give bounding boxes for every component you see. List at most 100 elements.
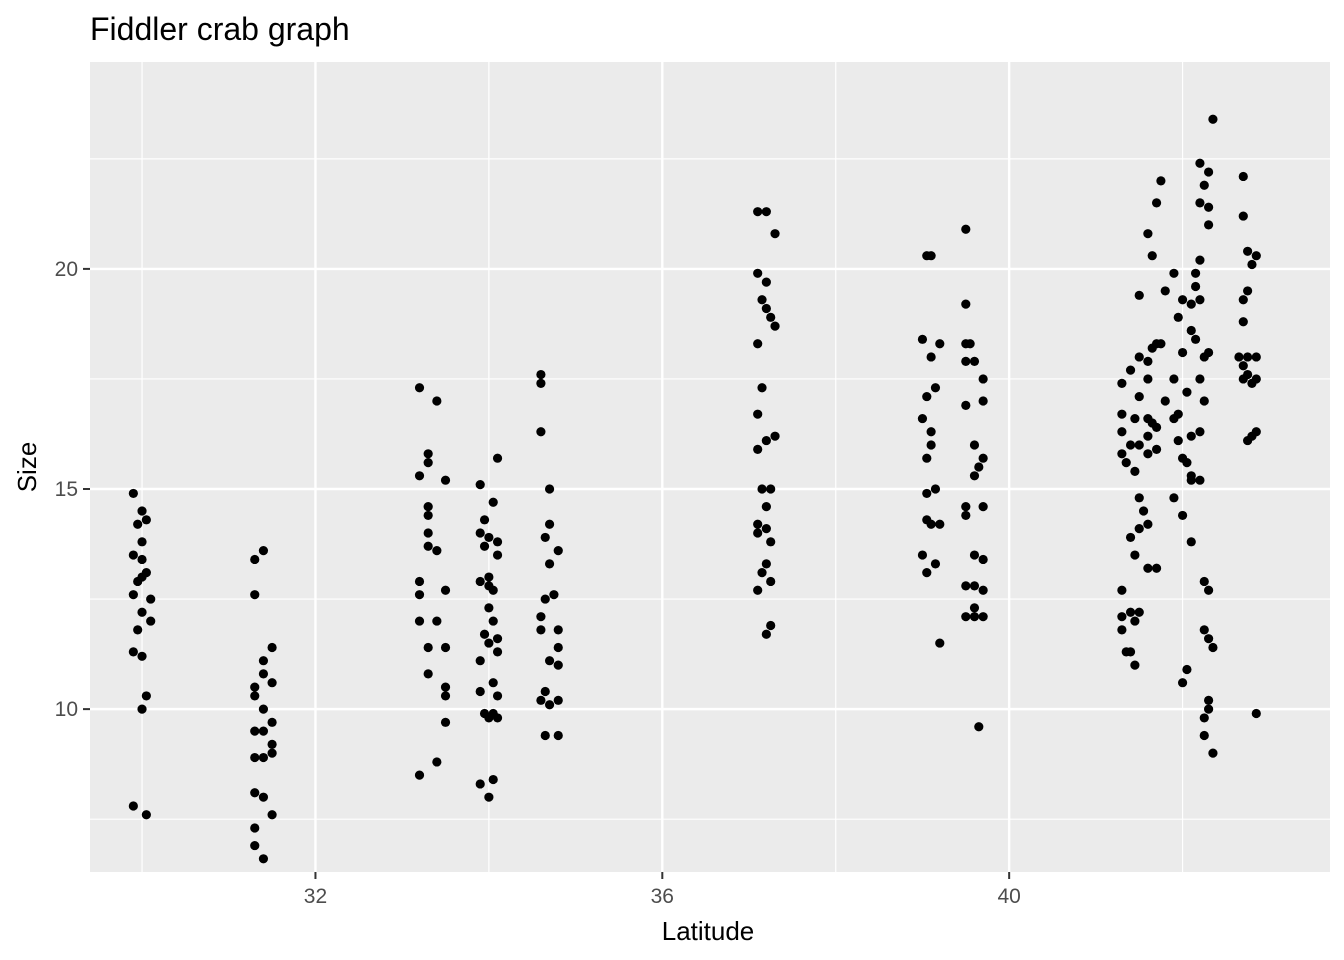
data-point: [250, 752, 260, 763]
data-point: [761, 629, 771, 639]
data-point: [475, 779, 485, 789]
data-point: [414, 383, 425, 393]
data-point: [414, 770, 425, 780]
data-point: [133, 519, 143, 529]
data-point: [1234, 352, 1244, 362]
x-tick-label: 40: [997, 885, 1020, 908]
data-point: [961, 612, 971, 622]
data-point: [258, 546, 269, 556]
data-point: [267, 717, 277, 727]
data-point: [922, 251, 932, 261]
data-point: [414, 590, 425, 600]
data-point: [1247, 378, 1257, 388]
data-point: [414, 576, 425, 587]
data-point: [766, 620, 776, 631]
data-point: [440, 682, 451, 692]
data-point: [917, 550, 928, 560]
data-point: [1130, 413, 1140, 424]
data-point: [492, 453, 503, 463]
data-point: [1251, 251, 1261, 261]
data-point: [969, 612, 980, 622]
data-point: [414, 616, 425, 626]
data-point: [484, 532, 494, 543]
data-point: [1199, 730, 1209, 741]
data-point: [1143, 449, 1153, 459]
data-point: [137, 554, 147, 565]
data-point: [488, 497, 498, 507]
data-point: [1156, 339, 1166, 349]
data-point: [770, 321, 780, 331]
data-point: [930, 559, 941, 569]
data-point: [1134, 607, 1144, 617]
data-point: [969, 603, 980, 613]
data-point: [1134, 352, 1144, 362]
data-point: [1117, 449, 1127, 459]
data-point: [250, 682, 260, 692]
data-point: [432, 616, 442, 626]
data-point: [1117, 409, 1127, 419]
data-point: [1243, 352, 1253, 362]
data-point: [917, 334, 928, 344]
data-point: [540, 686, 550, 697]
data-point: [1169, 413, 1179, 424]
data-point: [146, 594, 156, 604]
data-point: [423, 510, 433, 521]
data-point: [137, 607, 147, 617]
data-point: [1204, 220, 1214, 230]
data-point: [935, 638, 945, 648]
data-point: [761, 277, 771, 287]
data-point: [1125, 532, 1136, 543]
data-point: [250, 554, 260, 565]
data-point: [1199, 396, 1209, 406]
data-point: [1147, 343, 1157, 353]
data-point: [1151, 444, 1162, 454]
data-point: [1199, 625, 1209, 635]
data-point: [1186, 471, 1196, 481]
data-point: [1199, 713, 1209, 723]
data-point: [475, 686, 485, 697]
data-point: [1177, 347, 1188, 358]
data-point: [440, 691, 451, 701]
data-point: [1238, 317, 1248, 327]
data-point: [1169, 493, 1179, 503]
data-point: [1117, 625, 1127, 635]
data-point: [1177, 678, 1188, 688]
data-point: [137, 537, 147, 547]
data-point: [128, 488, 138, 499]
data-point: [1182, 387, 1192, 397]
data-point: [926, 519, 936, 529]
data-point: [753, 339, 763, 349]
data-point: [128, 801, 138, 811]
data-point: [757, 568, 767, 578]
data-point: [917, 413, 928, 424]
data-point: [930, 484, 941, 494]
data-point: [423, 502, 433, 512]
data-point: [250, 691, 260, 701]
data-point: [1243, 286, 1253, 296]
data-point: [250, 788, 260, 798]
data-point: [961, 581, 971, 591]
data-point: [1169, 268, 1179, 278]
data-point: [137, 704, 147, 714]
data-point: [440, 717, 451, 727]
data-point: [969, 471, 980, 481]
data-point: [423, 541, 433, 551]
data-point: [753, 207, 763, 217]
data-point: [1251, 708, 1261, 719]
y-axis-title: Size: [12, 442, 42, 493]
data-point: [961, 224, 971, 234]
data-point: [1151, 198, 1162, 208]
data-point: [1143, 374, 1153, 384]
data-point: [1182, 664, 1192, 675]
plot-area: 32 36 40 10 15 20: [55, 62, 1330, 908]
data-point: [1177, 510, 1188, 521]
data-point: [965, 339, 975, 349]
data-point: [1169, 374, 1179, 384]
data-point: [479, 541, 490, 551]
data-point: [1195, 198, 1205, 208]
data-point: [267, 748, 277, 758]
data-point: [926, 427, 936, 437]
data-point: [250, 726, 260, 736]
data-point: [141, 810, 151, 820]
